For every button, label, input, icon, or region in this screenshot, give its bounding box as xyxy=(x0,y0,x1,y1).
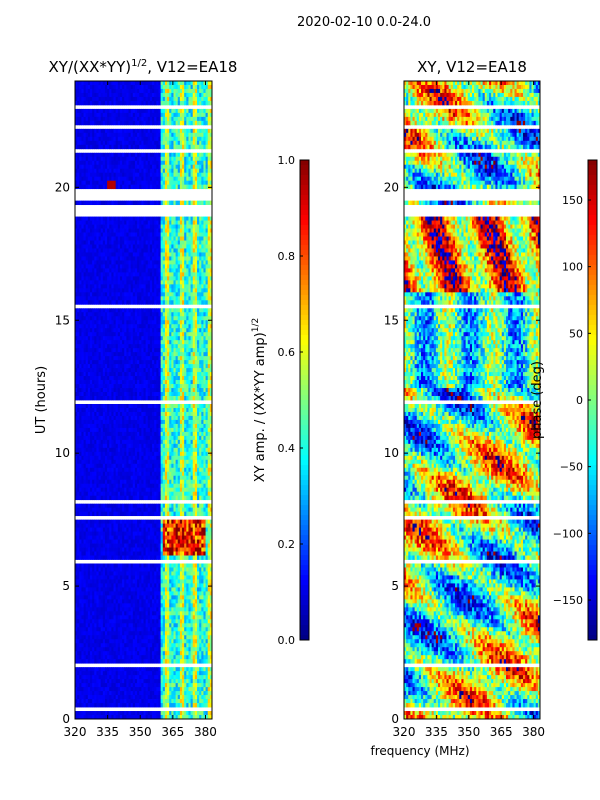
amplitude-title-rest: , V12=EA18 xyxy=(147,58,237,76)
amplitude-title-sup: 1/2 xyxy=(131,58,147,69)
amplitude-title: XY/(XX*YY)1/2, V12=EA18 xyxy=(49,58,238,76)
amplitude-title-main: XY/(XX*YY) xyxy=(49,58,132,76)
amplitude-heatmap xyxy=(75,81,212,719)
amplitude-panel: XY/(XX*YY)1/2, V12=EA18 320 335 350 365 380 … xyxy=(34,58,237,739)
figure-title: 2020-02-10 0.0-24.0 xyxy=(297,15,431,30)
